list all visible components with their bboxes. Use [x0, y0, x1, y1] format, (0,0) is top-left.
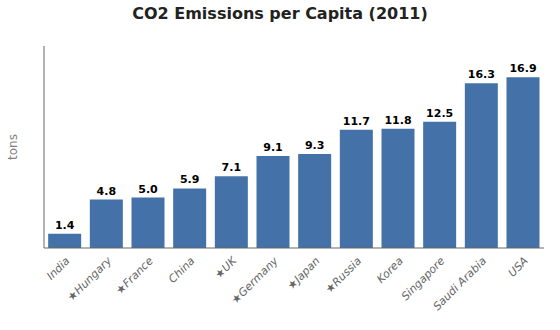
svg-text:11.8: 11.8	[384, 114, 411, 127]
svg-text:16.9: 16.9	[509, 62, 536, 75]
svg-text:12.5: 12.5	[426, 107, 453, 120]
svg-text:5.0: 5.0	[138, 183, 158, 196]
svg-text:Korea: Korea	[374, 254, 406, 286]
svg-text:USA: USA	[506, 254, 531, 279]
svg-text:China: China	[166, 254, 198, 286]
svg-text:Saudi Arabia: Saudi Arabia	[431, 254, 490, 313]
svg-text:11.7: 11.7	[343, 115, 370, 128]
svg-text:★France: ★France	[113, 254, 156, 297]
svg-text:tons: tons	[8, 134, 20, 160]
svg-text:★Russia: ★Russia	[323, 254, 365, 296]
svg-text:4.8: 4.8	[97, 185, 117, 198]
svg-text:★Japan: ★Japan	[285, 254, 323, 292]
svg-text:16.3: 16.3	[468, 68, 495, 81]
svg-text:India: India	[44, 254, 72, 282]
svg-text:9.1: 9.1	[263, 141, 283, 154]
svg-text:Singapore: Singapore	[398, 254, 448, 304]
svg-text:★Germany: ★Germany	[229, 254, 281, 306]
svg-text:5.9: 5.9	[180, 173, 200, 186]
html-text:CO2 Emissions per Capita (2011: CO2 Emissions per Capita (2011)	[132, 4, 428, 23]
svg-text:9.3: 9.3	[305, 139, 325, 152]
svg-text:★Hungary: ★Hungary	[65, 254, 115, 304]
svg-text:1.4: 1.4	[55, 219, 75, 232]
svg-text:★UK: ★UK	[212, 254, 240, 282]
svg-text:7.1: 7.1	[222, 161, 242, 174]
